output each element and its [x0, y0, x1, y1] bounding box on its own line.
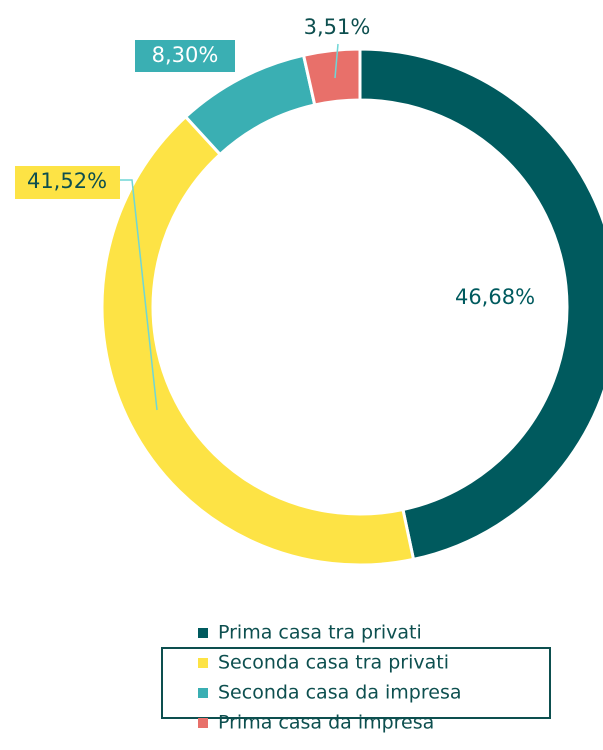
donut-slice — [100, 114, 416, 567]
data-label: 8,30% — [152, 43, 219, 67]
legend-label: Prima casa tra privati — [218, 622, 422, 644]
legend-swatch — [198, 688, 208, 698]
data-label: 41,52% — [27, 169, 107, 193]
data-label: 46,68% — [455, 285, 535, 309]
label-box — [135, 40, 235, 72]
leader-line — [334, 43, 339, 79]
legend-swatch — [198, 658, 208, 668]
data-label: 3,51% — [304, 15, 371, 39]
legend-label: Seconda casa da impresa — [218, 682, 462, 704]
legend-swatch — [198, 718, 208, 728]
donut-slice — [358, 47, 603, 562]
legend-highlight — [161, 647, 551, 719]
label-box — [15, 166, 120, 199]
legend-label: Seconda casa tra privati — [218, 652, 449, 674]
leader-line — [120, 179, 158, 411]
legend-label: Prima casa da impresa — [218, 712, 434, 734]
donut-slice — [301, 47, 362, 107]
legend-swatch — [198, 628, 208, 638]
